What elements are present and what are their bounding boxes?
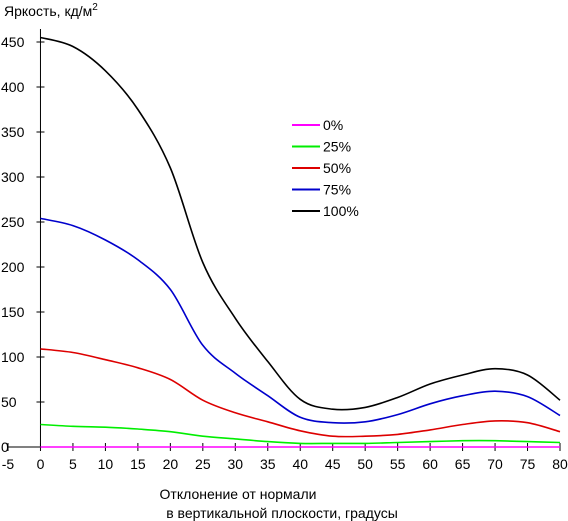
x-tick-label: 5 — [69, 456, 77, 472]
y-tick-label: 200 — [1, 259, 25, 275]
x-tick-label: 60 — [422, 456, 438, 472]
x-tick-label: 45 — [325, 456, 341, 472]
series-line-50-percent — [40, 348, 561, 438]
series-line-75-percent — [40, 217, 561, 424]
x-tick-label: 20 — [163, 456, 179, 472]
legend-label: 50% — [323, 160, 351, 176]
series-line-100-percent — [40, 36, 561, 411]
series-line-25-percent — [40, 423, 561, 445]
y-tick-label: 100 — [1, 349, 25, 365]
y-tick-label: 0 — [1, 439, 9, 455]
y-tick-label: 150 — [1, 304, 25, 320]
x-tick-label: 50 — [357, 456, 373, 472]
x-tick-label: 55 — [390, 456, 406, 472]
x-tick-label: 75 — [520, 456, 536, 472]
x-tick-label: 25 — [195, 456, 211, 472]
x-tick-label: 70 — [487, 456, 503, 472]
x-tick-label: 35 — [260, 456, 276, 472]
legend-label: 75% — [323, 182, 351, 198]
legend: 0% 25% 50% 75% 100% — [292, 117, 359, 219]
y-tick-label: 350 — [1, 124, 25, 140]
legend-label: 100% — [323, 203, 359, 219]
y-tick-label: 400 — [1, 79, 25, 95]
legend-label: 0% — [323, 117, 343, 133]
y-tick-label: 300 — [1, 169, 25, 185]
y-tick-label: 50 — [1, 394, 17, 410]
x-axis-title-line-1: Отклонение от нормали — [160, 486, 317, 502]
x-tick-label: 30 — [228, 456, 244, 472]
y-tick-label: 450 — [1, 34, 25, 50]
x-tick-label: 40 — [292, 456, 308, 472]
series-layer — [40, 36, 561, 448]
x-tick-label: 15 — [130, 456, 146, 472]
y-tick-label: 250 — [1, 214, 25, 230]
x-tick-label: 10 — [98, 456, 114, 472]
x-tick-label: -5 — [2, 456, 15, 472]
x-tick-label: 0 — [37, 456, 45, 472]
x-tick-label: 65 — [455, 456, 471, 472]
legend-label: 25% — [323, 139, 351, 155]
y-axis-title: Яркость, кд/м2 — [4, 2, 98, 19]
x-tick-label: 80 — [552, 456, 568, 472]
x-axis-title-line-2: в вертикальной плоскости, градусы — [166, 505, 398, 521]
